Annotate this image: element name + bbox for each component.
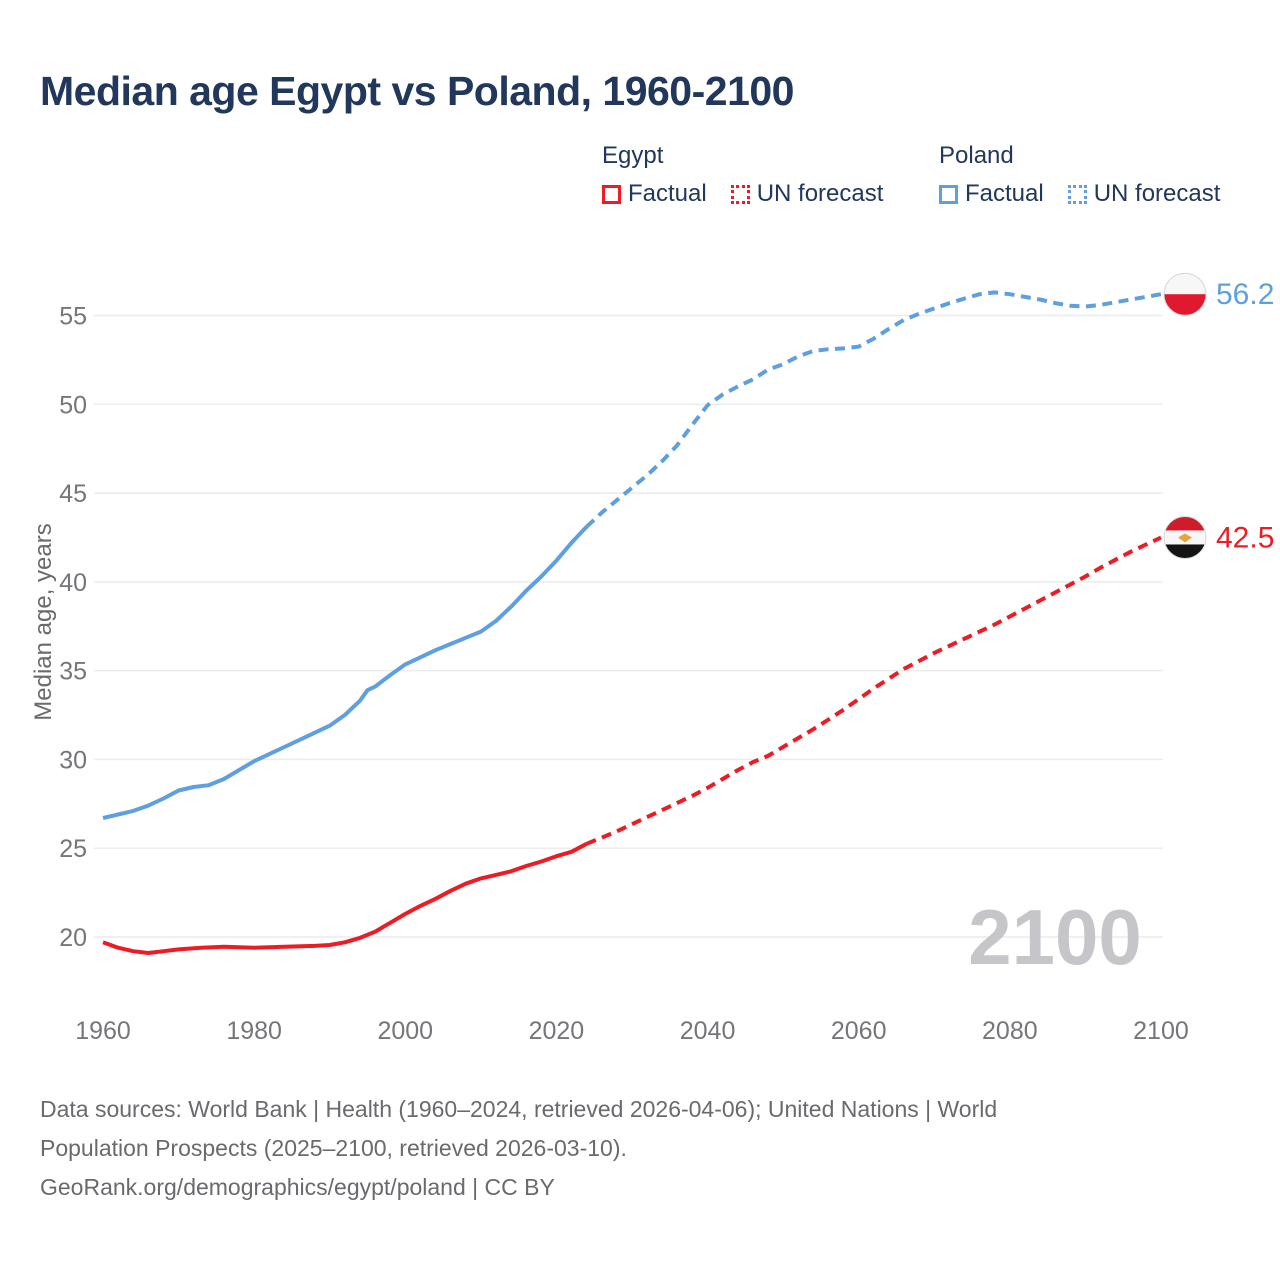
legend-swatch-egypt-dotted: [730, 184, 750, 204]
end-value-label-egypt: 42.5: [1216, 521, 1274, 554]
y-tick-label-40: 40: [59, 569, 87, 597]
footer-line-datasources: Data sources: World Bank | Health (1960–…: [40, 1096, 998, 1122]
legend-item-label: UN forecast: [756, 180, 884, 207]
legend-row: Factual UN forecast: [939, 180, 1244, 208]
legend: Egypt Factual UN forecast Poland Factual: [0, 142, 1280, 222]
series-line-egypt-un-forecast: [585, 535, 1162, 846]
legend-row: Factual UN forecast: [602, 180, 907, 208]
flag-ring: [1163, 272, 1207, 316]
x-tick-label-2020: 2020: [529, 1017, 585, 1045]
flag-ring: [1163, 515, 1207, 559]
y-axis-title: Median age, years: [30, 523, 57, 721]
x-tick-label-2100: 2100: [1133, 1017, 1189, 1045]
x-tick-label-2000: 2000: [377, 1017, 433, 1045]
y-tick-label-30: 30: [59, 746, 87, 774]
legend-country-label: Egypt: [602, 142, 664, 169]
legend-item-egypt-forecast: UN forecast: [730, 180, 884, 208]
legend-item-label: Factual: [628, 180, 707, 207]
legend-country-label: Poland: [939, 142, 1014, 169]
series-line-egypt-factual: [102, 842, 588, 955]
page-title: Median age Egypt vs Poland, 1960-2100: [40, 68, 794, 114]
legend-swatch-egypt-solid: [602, 184, 621, 204]
x-tick-label-1980: 1980: [226, 1017, 282, 1045]
y-tick-label-20: 20: [59, 924, 87, 952]
legend-group-egypt: Egypt Factual UN forecast: [602, 142, 907, 208]
y-tick-label-45: 45: [59, 480, 87, 508]
y-tick-label-35: 35: [59, 658, 87, 686]
x-tick-label-2040: 2040: [680, 1017, 736, 1045]
y-tick-label-55: 55: [59, 303, 87, 331]
legend-swatch-poland-dotted: [1067, 184, 1087, 204]
series-line-poland-factual: [102, 525, 589, 820]
footer-line-attribution: GeoRank.org/demographics/egypt/poland | …: [40, 1174, 555, 1200]
legend-item-label: Factual: [965, 180, 1044, 207]
legend-group-poland: Poland Factual UN forecast: [939, 142, 1244, 208]
flag-icon-egypt: [1164, 516, 1206, 559]
x-tick-label-2060: 2060: [831, 1017, 887, 1045]
legend-item-egypt-factual: Factual: [602, 180, 707, 208]
y-tick-label-25: 25: [59, 835, 87, 863]
series-line-poland-un-forecast: [585, 290, 1162, 529]
end-value-label-poland: 56.2: [1216, 278, 1274, 311]
flag-icon-poland: [1164, 273, 1206, 316]
x-tick-label-2080: 2080: [982, 1017, 1038, 1045]
legend-swatch-poland-solid: [939, 184, 958, 204]
legend-item-poland-forecast: UN forecast: [1067, 180, 1221, 208]
x-tick-label-1960: 1960: [75, 1017, 131, 1045]
watermark-year: 2100: [968, 893, 1142, 981]
footer-line-prospects: Population Prospects (2025–2100, retriev…: [40, 1135, 627, 1161]
y-tick-label-50: 50: [59, 391, 87, 419]
footer: Data sources: World Bank | Health (1960–…: [40, 1090, 1180, 1207]
legend-item-label: UN forecast: [1093, 180, 1221, 207]
legend-item-poland-factual: Factual: [939, 180, 1044, 208]
egypt-eagle-emblem: [1178, 533, 1192, 543]
